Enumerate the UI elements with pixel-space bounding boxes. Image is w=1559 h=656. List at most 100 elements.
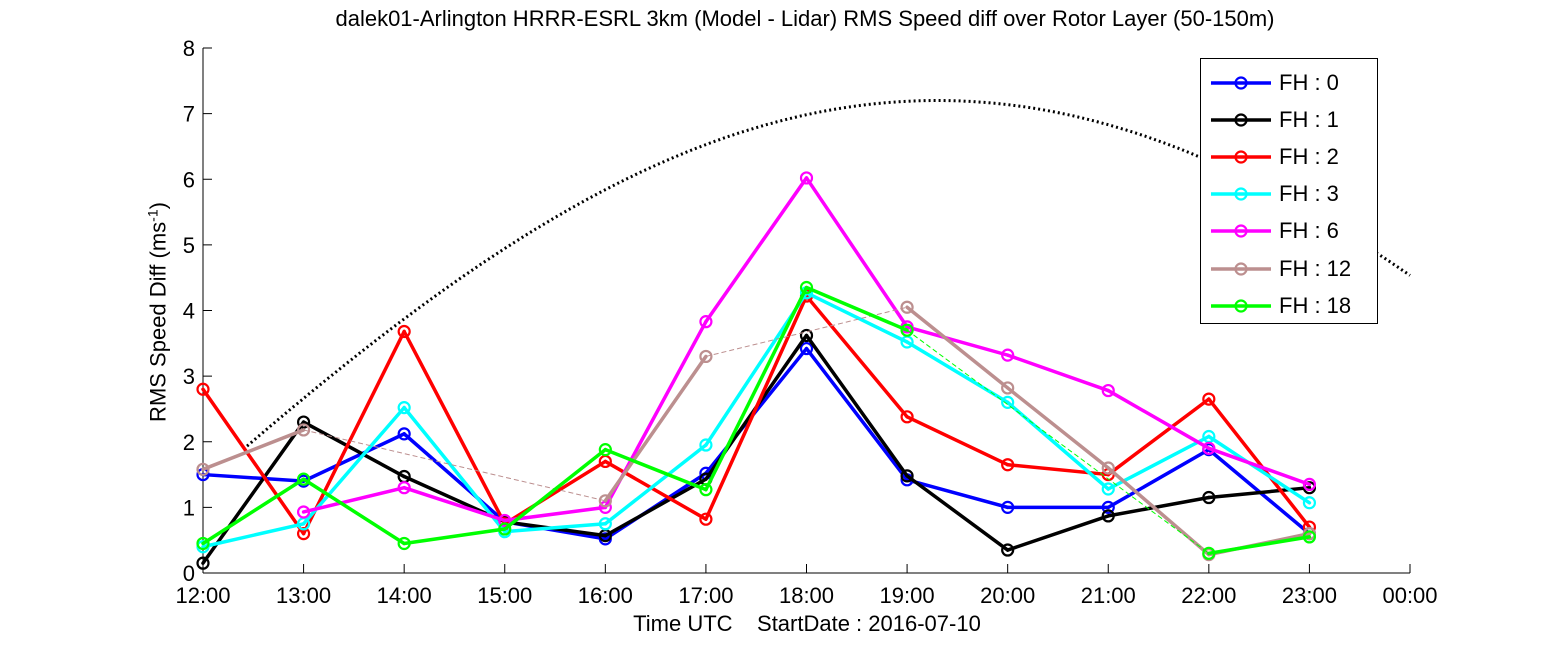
series-line-segment [905,415,1010,467]
data-point [1202,441,1216,455]
y-tick-label: 4 [183,299,195,324]
x-tick-label: 17:00 [678,583,733,608]
legend-label: FH : 6 [1279,218,1339,244]
series-line-segment [201,420,306,565]
series-line-segment [503,522,608,534]
y-tick-label: 8 [183,36,195,61]
data-point [397,401,411,415]
series-line-segment [603,477,708,538]
data-point [1202,392,1216,406]
x-tick-label: 14:00 [377,583,432,608]
series-line-segment [1106,397,1211,477]
legend-label: FH : 3 [1279,181,1339,207]
data-point [1001,458,1015,472]
series-line-segment [603,354,708,503]
series-line-segment [201,477,306,546]
series-line-segment [402,432,507,524]
legend-swatch-marker [1234,187,1248,201]
series-line-segment [1005,514,1110,552]
series-line-segment [804,285,909,332]
series-line-segment [201,428,306,472]
y-tick-label: 3 [183,364,195,389]
data-point [397,324,411,339]
series-line-segment [905,325,1010,357]
x-tick-label: 15:00 [477,583,532,608]
x-tick-label: 21:00 [1081,583,1136,608]
data-point [296,415,311,429]
data-point [296,505,311,519]
series-line-segment [1106,466,1211,557]
data-point [196,462,210,476]
data-point [1101,461,1115,475]
series-line-segment [301,329,406,536]
data-point [1001,500,1015,514]
data-point [1302,530,1317,544]
data-point [799,171,814,185]
data-point [1302,496,1317,510]
data-point [900,300,914,314]
legend-swatch-marker [1234,298,1248,313]
data-point [1101,482,1115,496]
x-tick-label: 12:00 [175,583,230,608]
series-line-segment [603,459,708,521]
series-line-segment [1106,495,1211,518]
series-line-segment [704,176,809,324]
data-point [296,423,311,437]
legend-label: FH : 1 [1279,107,1339,133]
legend-label: FH : 0 [1279,70,1339,95]
series-line-segment [503,447,608,531]
legend-swatch [1211,298,1271,313]
data-point [1101,509,1115,523]
data-point [900,469,914,483]
legend-swatch-marker [1234,76,1248,90]
series-line-segment [503,459,608,526]
data-point [498,522,512,536]
series-line-segment [301,432,406,483]
legend-label: FH : 2 [1279,144,1339,170]
series-line-segment [804,176,909,329]
legend-swatch-marker [1234,113,1248,127]
legend-swatch [1211,150,1271,164]
legend-swatch-marker [1234,261,1248,276]
legend-swatch-marker [1234,150,1248,164]
legend-label: FH : 18 [1279,292,1352,318]
series-line-segment [402,485,507,523]
axes: 12:00 13:00 14:00 15:00 16:00 17:00 18:00 19:00… [175,36,1437,608]
series-gap-line [906,329,1210,554]
data-point [1001,543,1015,557]
series-line-segment [503,505,608,523]
legend-item: FH : 1 [1201,101,1379,138]
data-point [799,328,814,343]
legend-swatch [1211,76,1271,90]
series-line-segment [905,478,1010,510]
series-line-segment [301,420,406,479]
legend-swatch [1211,187,1271,201]
series-line-segment [1005,400,1110,491]
series-3 [196,286,1317,554]
data-point [699,349,713,364]
series-line-segment [905,305,1010,390]
series-line-segment [402,329,507,526]
data-point [397,536,411,551]
series-line-segment [402,405,507,534]
data-point [196,536,210,551]
legend-swatch-marker [1234,224,1248,238]
data-point [699,512,713,526]
data-point [598,443,612,457]
chart-title: dalek01-Arlington HRRR-ESRL 3km (Model -… [335,6,1275,31]
data-point [1001,348,1015,362]
series-line-segment [1005,462,1110,477]
data-point [1001,395,1015,409]
data-point [1202,546,1216,560]
data-point [900,410,914,424]
data-point [1202,490,1216,505]
data-point [296,527,311,541]
x-tick-label: 22:00 [1181,583,1236,608]
x-tick-label: 00:00 [1382,583,1437,608]
legend-label: FH : 12 [1279,255,1352,281]
series-line-segment [804,333,909,478]
data-point [699,315,713,329]
legend-item: FH : 3 [1201,175,1379,212]
data-point [598,494,612,508]
